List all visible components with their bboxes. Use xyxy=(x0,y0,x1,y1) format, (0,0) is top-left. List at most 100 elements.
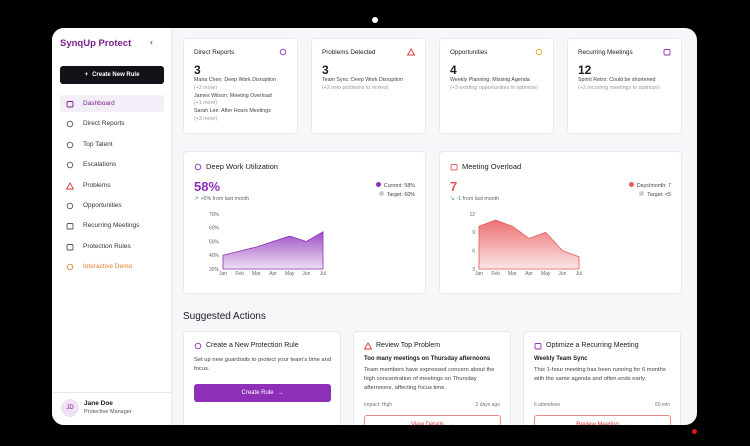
action-card: Optimize a Recurring Meeting Weekly Team … xyxy=(523,331,681,425)
stat-card: Opportunities 4 Weekly Planning: Missing A… xyxy=(439,38,554,134)
icon xyxy=(364,342,372,350)
x-tick-label: Feb xyxy=(491,271,500,277)
action-card: Review Top Problem Too many meetings on T… xyxy=(353,331,511,425)
x-tick-label: Jun xyxy=(558,271,566,277)
icon-shape xyxy=(66,141,74,149)
meta: Impact: High xyxy=(364,402,393,408)
nav-item[interactable]: Opportunities xyxy=(60,197,164,214)
button-label: View Details xyxy=(411,422,444,425)
nav-label: Top Talent xyxy=(83,140,113,148)
x-tick-label: Apr xyxy=(525,271,533,277)
action-card: Create a New Protection Rule Set up new g… xyxy=(183,331,341,425)
detail-line: Sarah Lee: After Hours Meetings xyxy=(194,108,271,115)
nav-label: Recurring Meetings xyxy=(83,222,140,230)
y-tick-label: 3 xyxy=(472,267,475,273)
nav-label: Problems xyxy=(83,181,111,189)
x-tick-label: May xyxy=(541,271,551,277)
stat-value: 4 xyxy=(450,63,457,77)
icon xyxy=(407,48,415,56)
brand: SynqUp Protect xyxy=(60,38,132,49)
change: ↗ +5% from last month xyxy=(194,196,249,202)
button-arrow: → xyxy=(277,390,284,396)
detail-line: Maria Chen: Deep Work Disruption xyxy=(194,77,277,83)
chart-title: Deep Work Utilization xyxy=(206,162,278,171)
change: ↘ -1 from last month xyxy=(450,196,499,202)
y-tick-label: 9 xyxy=(472,230,475,236)
nav-item[interactable]: Problems xyxy=(60,177,164,194)
nav-item[interactable]: Dashboard xyxy=(60,95,164,112)
legend-dot xyxy=(375,182,381,187)
trend-icon: ↘ xyxy=(450,196,455,202)
x-tick-label: Jul xyxy=(576,271,582,277)
create-rule-button[interactable]: + Create New Rule xyxy=(60,66,164,84)
icon-shape xyxy=(66,161,74,169)
section-title: Suggested Actions xyxy=(183,311,266,322)
icon xyxy=(66,223,74,230)
card-title: Opportunities xyxy=(450,49,488,56)
legend-item: Current: 58% xyxy=(375,182,415,189)
x-tick-label: Mar xyxy=(252,271,261,277)
nav-item[interactable]: Interactive Demo xyxy=(60,258,164,275)
legend-item: Days/month: 7 xyxy=(628,182,671,189)
icon-shape xyxy=(535,48,543,56)
detail-line: Team Sync: Deep Work Disruption xyxy=(322,77,403,83)
x-tick-label: Jul xyxy=(320,271,326,277)
card-title: Recurring Meetings xyxy=(578,49,633,56)
icon xyxy=(66,263,74,271)
legend-text: Target: 60% xyxy=(386,192,415,198)
details: Weekly Planning: Missing Agenda (+3 exist… xyxy=(450,77,550,93)
detail-line: (+3 more) xyxy=(194,115,218,122)
nav-item[interactable]: Recurring Meetings xyxy=(60,217,164,234)
icon-shape xyxy=(407,48,415,56)
area xyxy=(478,219,580,270)
action-button[interactable]: Review Meeting → xyxy=(534,415,671,425)
nav-item[interactable]: Top Talent xyxy=(60,136,164,153)
icon xyxy=(663,49,671,56)
icon-shape xyxy=(534,343,542,350)
icon xyxy=(66,141,74,149)
camera xyxy=(372,17,378,23)
y-tick-label: 40% xyxy=(209,253,220,259)
y-tick-label: 70% xyxy=(209,212,220,218)
divider xyxy=(52,392,172,393)
stat-card: Direct Reports 3 Maria Chen: Deep Work Dis… xyxy=(183,38,298,134)
indicator xyxy=(692,429,697,434)
stat-card: Problems Detected 3 Team Sync: Deep Work D… xyxy=(311,38,426,134)
icon-shape xyxy=(66,181,74,190)
action-subtitle: Weekly Team Sync xyxy=(534,356,588,362)
icon-shape xyxy=(66,121,74,128)
action-button[interactable]: Create Rule → xyxy=(194,384,331,402)
change-text: +5% from last month xyxy=(200,196,250,202)
action-button[interactable]: View Details → xyxy=(364,415,501,425)
action-body: This 1-hour meeting has been running for… xyxy=(534,367,666,382)
icon xyxy=(450,164,458,171)
nav-item[interactable]: Escalations xyxy=(60,156,164,173)
sidebar: SynqUp Protect ‹ + Create New Rule JD Jan… xyxy=(52,28,172,425)
legend-dot xyxy=(628,182,634,187)
icon xyxy=(279,48,287,56)
nav-label: Escalations xyxy=(83,161,117,169)
nav-label: Protection Rules xyxy=(83,242,131,250)
user-role: Protective Manager xyxy=(84,409,132,415)
icon xyxy=(66,202,74,210)
button-arrow: → xyxy=(622,422,629,425)
x-tick-label: Jun xyxy=(302,271,310,277)
detail-line: (+2 recurring meetings to optimize) xyxy=(578,84,660,91)
stat-card: Recurring Meetings 12 Sprint Retro: Could … xyxy=(567,38,682,134)
nav-item[interactable]: Direct Reports xyxy=(60,115,164,132)
x-tick-label: Mar xyxy=(508,271,517,277)
stat-value: 12 xyxy=(578,63,592,77)
card-title: Direct Reports xyxy=(194,49,235,56)
nav-item[interactable]: Protection Rules xyxy=(60,238,164,255)
icon-shape xyxy=(66,223,74,230)
x-tick-label: Jan xyxy=(475,271,483,277)
icon-shape xyxy=(450,164,458,171)
nav-label: Opportunities xyxy=(83,202,122,209)
action-body: Set up new guardrails to protect your te… xyxy=(194,357,332,372)
icon xyxy=(535,48,543,56)
icon-shape xyxy=(66,263,74,271)
y-tick-label: 60% xyxy=(209,226,220,232)
icon-shape xyxy=(279,48,287,56)
collapse[interactable]: ‹ xyxy=(150,37,153,47)
